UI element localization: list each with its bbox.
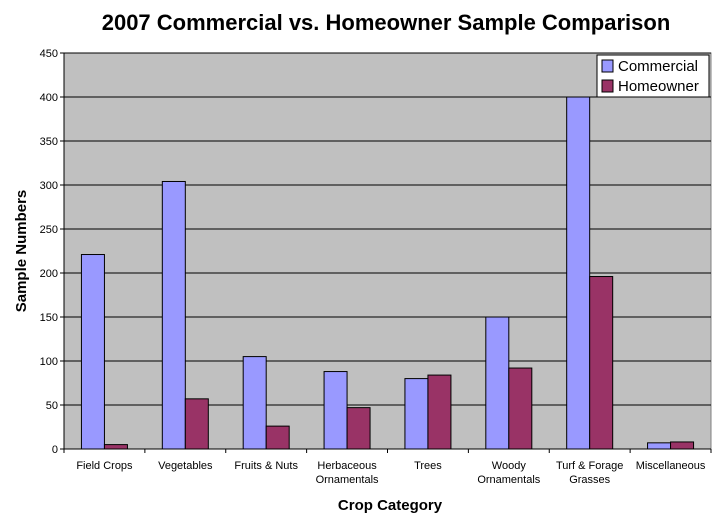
x-tick-label-line: Grasses [569,474,610,486]
bar-homeowner [508,367,533,450]
x-tick-label-line: Fruits & Nuts [234,460,298,472]
x-tick-label-line: Ornamentals [477,474,540,486]
x-tick-label: Fruits & Nuts [234,460,298,472]
y-tick-label: 450 [40,48,58,60]
y-tick-label: 50 [46,400,58,412]
x-tick-label-line: Ornamentals [316,474,379,486]
x-tick-label-line: Woody [492,460,527,472]
y-axis-title: Sample Numbers [13,190,30,313]
bar-homeowner [346,407,371,450]
x-axis-ticks: Field Crops Vegetables Fruits & Nuts Herbac… [63,449,712,486]
legend-label-commercial: Commercial [618,58,698,75]
bar-commercial [80,254,105,450]
x-tick-label: Field Crops [76,460,133,472]
plot-area [63,52,712,450]
x-tick-label: Trees [414,460,442,472]
x-tick-label-line: Vegetables [158,460,213,472]
bar-homeowner [670,441,695,450]
bar-commercial [485,316,510,450]
y-tick-label: 0 [52,444,58,456]
x-tick-label-line: Herbaceous [317,460,377,472]
bar-homeowner [427,374,452,450]
bar-commercial [242,356,267,450]
x-tick-label-line: Turf & Forage [556,460,623,472]
y-tick-label: 350 [40,136,58,148]
bar-commercial [647,442,672,450]
bar-homeowner [589,276,614,450]
y-tick-label: 400 [40,92,58,104]
bar-homeowner [265,425,290,450]
legend: Commercial Homeowner [596,54,710,98]
x-tick-label: Miscellaneous [636,460,706,472]
x-tick-label-line: Trees [414,460,442,472]
bar-commercial [404,378,429,450]
legend-label-homeowner: Homeowner [618,78,699,95]
bar-homeowner [103,444,128,450]
x-tick-label-line: Field Crops [76,460,133,472]
x-tick-label: Vegetables [158,460,213,472]
legend-swatch-commercial [601,59,614,73]
bar-commercial [566,96,591,450]
y-axis-ticks: 0 50 100 150 200 250 300 350 400 450 [40,48,64,456]
x-tick-label: Herbaceous Ornamentals [316,460,379,486]
x-tick-label-line: Miscellaneous [636,460,706,472]
y-tick-label: 200 [40,268,58,280]
bar-commercial [161,180,186,450]
x-tick-label: Turf & Forage Grasses [556,460,623,486]
chart-title: 2007 Commercial vs. Homeowner Sample Com… [102,10,671,35]
y-tick-label: 300 [40,180,58,192]
bars [80,96,695,450]
x-axis-title: Crop Category [338,497,443,514]
y-tick-label: 250 [40,224,58,236]
y-tick-label: 150 [40,312,58,324]
legend-swatch-homeowner [601,79,614,93]
y-tick-label: 100 [40,356,58,368]
bar-homeowner [184,398,209,450]
legend-box [596,54,710,98]
x-tick-label: Woody Ornamentals [477,460,540,486]
bar-commercial [323,371,348,450]
